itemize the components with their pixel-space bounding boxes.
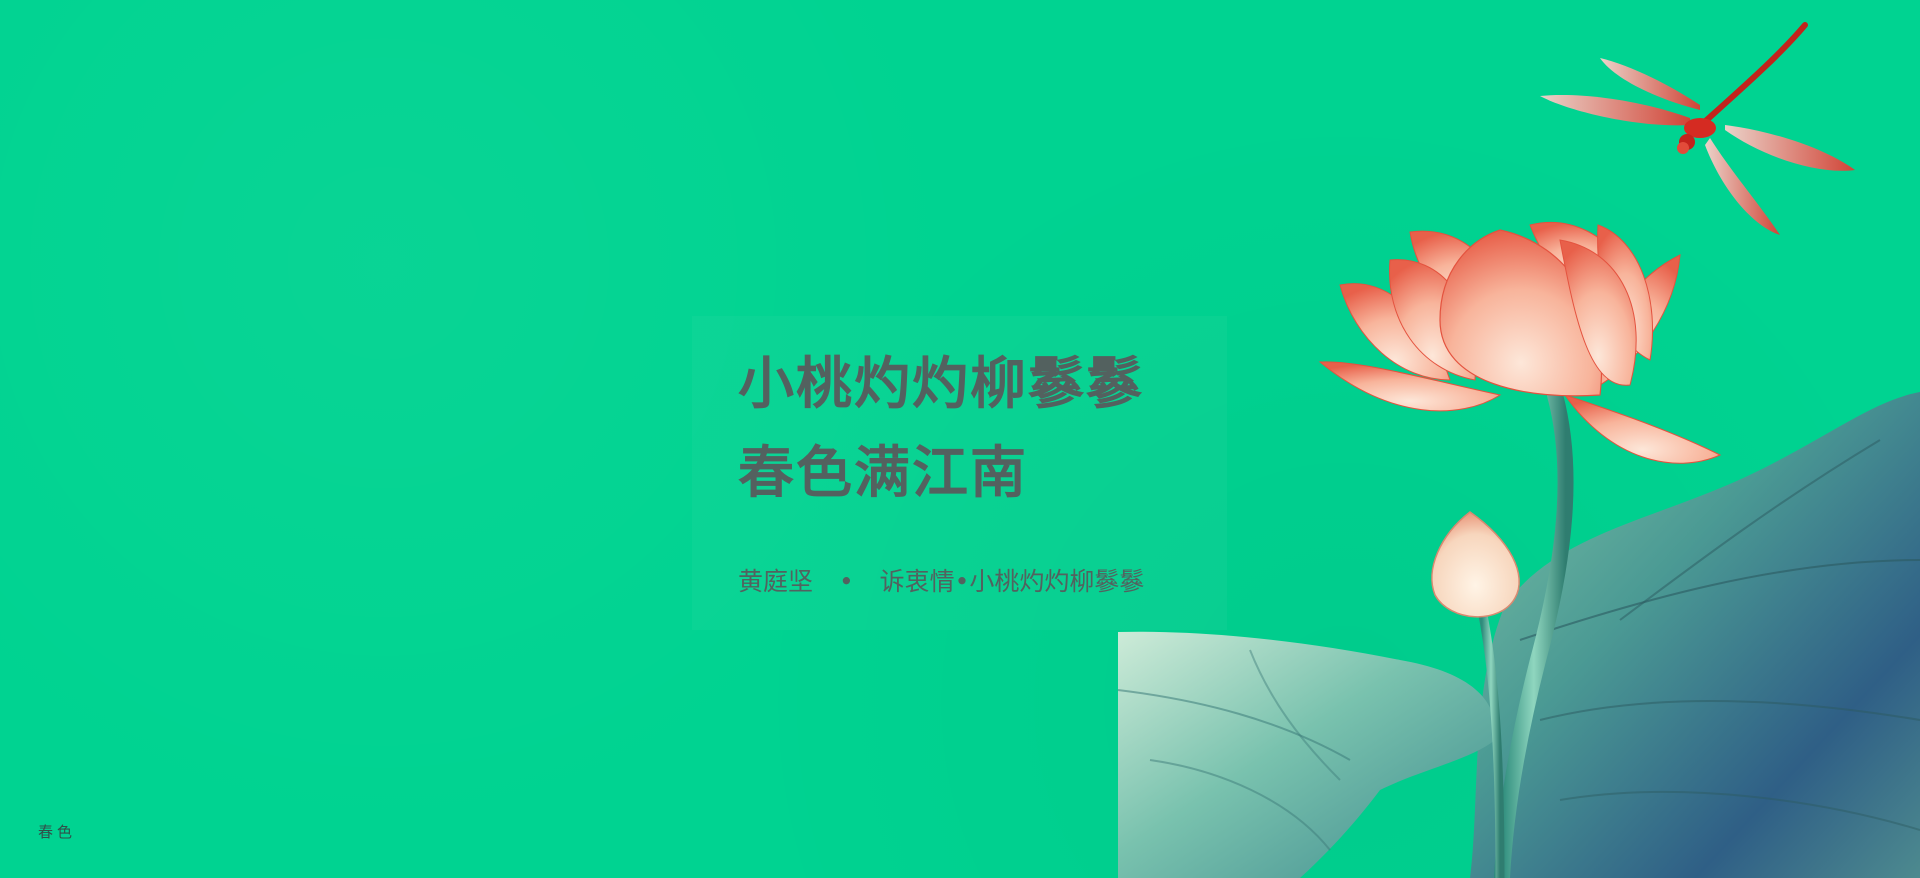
separator-dot: • [838,567,854,596]
leaf-small-illustration [1117,631,1496,878]
poem-card: 小桃灼灼柳鬖鬖 春色满江南 黄庭坚 • 诉衷情•小桃灼灼柳鬖鬖 [692,316,1227,630]
leaf-large-illustration [1470,392,1920,878]
poem-author: 黄庭坚 [738,567,814,596]
lotus-flower-illustration [1318,221,1722,464]
poem-line-1: 小桃灼灼柳鬖鬖 [738,351,1144,417]
dragonfly-illustration [1540,22,1855,235]
lotus-bud-illustration [1431,511,1520,618]
poem-line-2: 春色满江南 [738,440,1028,506]
poem-title: 诉衷情•小桃灼灼柳鬖鬖 [879,567,1145,596]
signature-mark: 春色 [38,823,77,841]
poem-attribution: 黄庭坚 • 诉衷情•小桃灼灼柳鬖鬖 [738,562,1144,598]
